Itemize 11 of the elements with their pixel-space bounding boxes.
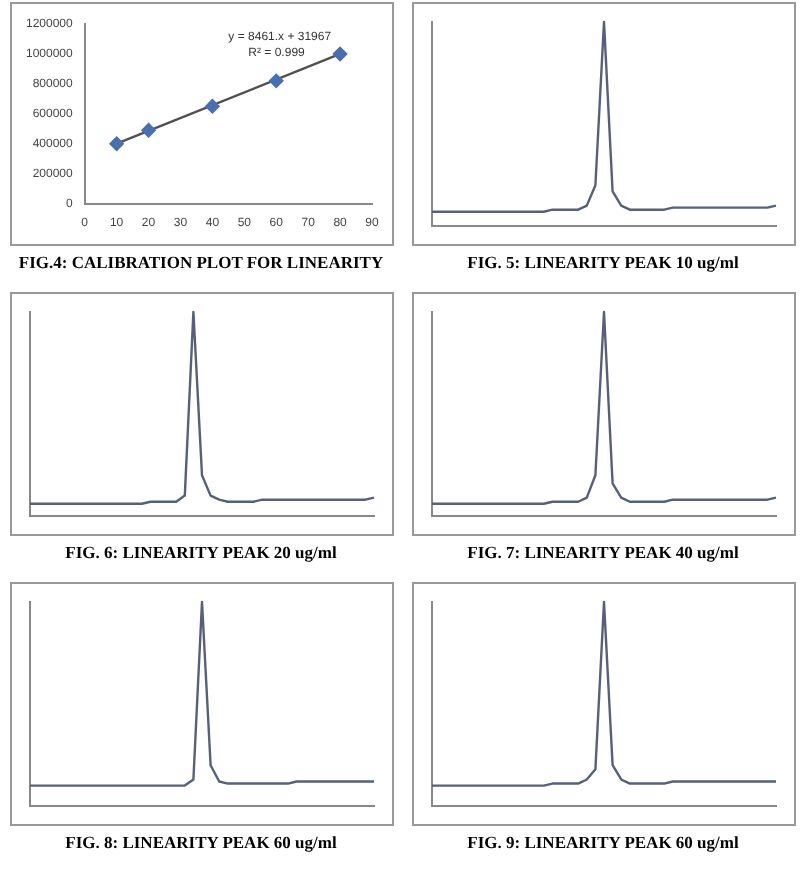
text: FIG. 9: LINEARITY PEAK 60 ug/ml — [467, 832, 739, 852]
text: FIG. 5: LINEARITY PEAK 10 ug/ml — [467, 252, 739, 272]
text: FIG.4: CALIBRATION PLOT FOR LINEARITY — [18, 252, 384, 272]
point — [204, 99, 219, 114]
point — [331, 46, 347, 62]
text: FIG. 8: LINEARITY PEAK 60 ug/ml — [65, 832, 337, 852]
point — [268, 73, 283, 89]
point — [108, 136, 123, 151]
point — [140, 123, 155, 138]
text: FIG. 7: LINEARITY PEAK 40 ug/ml — [467, 542, 739, 562]
text: FIG. 6: LINEARITY PEAK 20 ug/ml — [65, 542, 337, 562]
